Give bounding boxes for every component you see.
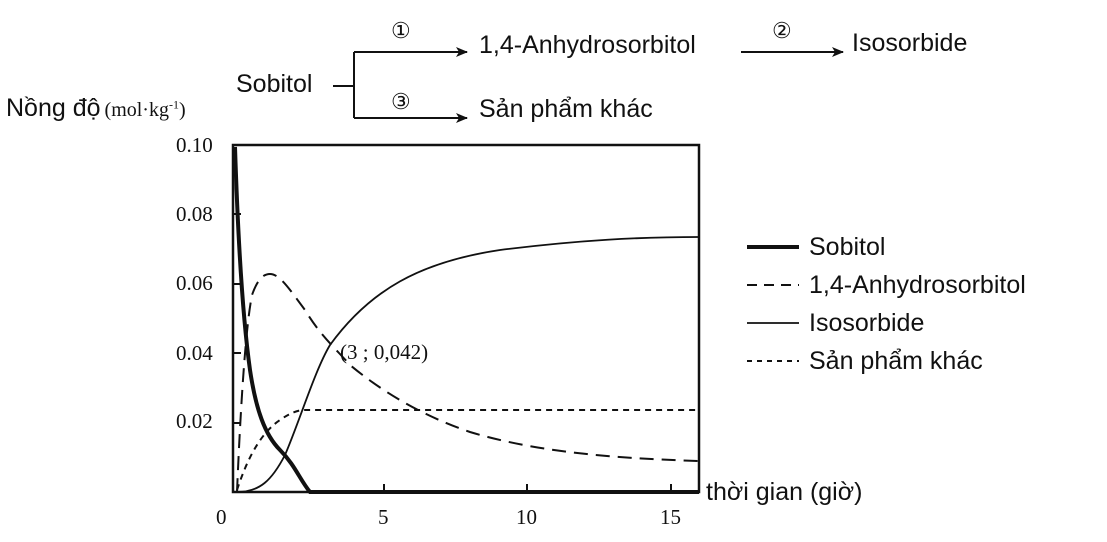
unit-close: )	[178, 99, 186, 121]
legend-swatch-thick-solid	[747, 245, 799, 249]
legend: Sobitol 1,4-Anhydrosorbitol Isosorbide S…	[745, 228, 1026, 380]
ytick-label: 0.04	[176, 341, 213, 365]
scheme-reactant: Sobitol	[236, 70, 313, 98]
ytick-label: 0.08	[176, 202, 213, 226]
unit-exponent: -1	[168, 97, 179, 112]
legend-swatch-long-dash	[747, 284, 799, 286]
series-anhydrosorbitol	[236, 272, 700, 493]
scheme-product-3: Sản phẩm khác	[479, 95, 653, 123]
legend-item: Sobitol	[745, 228, 1026, 266]
scheme-product-2: Isosorbide	[852, 29, 968, 57]
y-axis-label: Nồng độ (mol·kg-1)	[6, 94, 186, 123]
legend-label: Sobitol	[809, 232, 886, 261]
y-axis-label-main: Nồng độ	[6, 94, 101, 122]
xtick-label: 15	[660, 505, 681, 529]
legend-swatch-thin-solid	[747, 322, 799, 324]
xtick-label: 0	[216, 505, 227, 529]
xtick-label: 5	[378, 505, 389, 529]
legend-item: Isosorbide	[745, 304, 1026, 342]
scheme-product-1: 1,4-Anhydrosorbitol	[479, 31, 696, 59]
xtick-label: 10	[516, 505, 537, 529]
legend-label: Sản phẩm khác	[809, 346, 983, 375]
step-2-label: ②	[772, 18, 792, 43]
series-sobitol	[233, 146, 699, 494]
plot-frame	[231, 143, 701, 494]
ytick-label: 0.10	[176, 133, 213, 157]
step-1-label: ①	[391, 18, 411, 43]
legend-item: 1,4-Anhydrosorbitol	[745, 266, 1026, 304]
legend-swatch-short-dash	[747, 360, 799, 362]
series-isosorbide	[236, 236, 700, 493]
legend-label: 1,4-Anhydrosorbitol	[809, 270, 1026, 299]
ytick-label: 0.02	[176, 409, 213, 433]
x-axis-label: thời gian (giờ)	[706, 478, 863, 506]
y-axis-label-unit: (mol·kg-1)	[104, 97, 186, 121]
ytick-label: 0.06	[176, 271, 213, 295]
point-annotation: (3 ; 0,042)	[340, 340, 429, 364]
step-3-label: ③	[391, 89, 411, 114]
series-other-products	[236, 409, 699, 491]
legend-label: Isosorbide	[809, 308, 925, 337]
legend-item: Sản phẩm khác	[745, 342, 1026, 380]
unit-text: (mol·kg	[104, 99, 169, 121]
